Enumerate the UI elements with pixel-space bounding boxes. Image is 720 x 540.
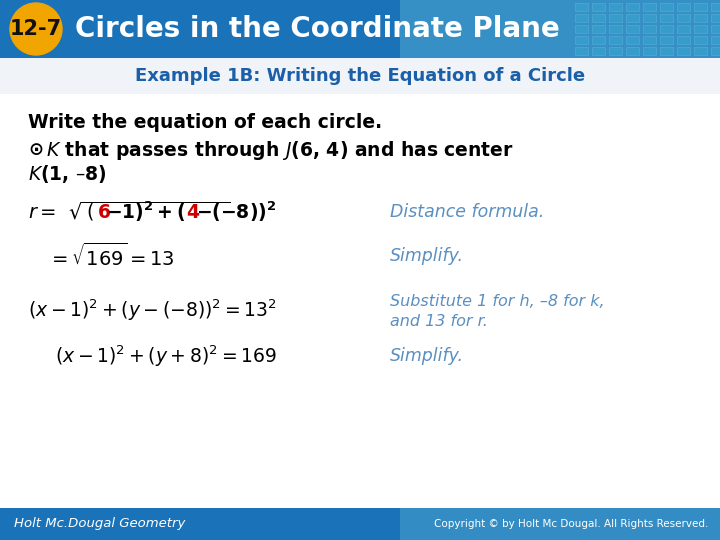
Text: $\mathit{K}$(1, –8): $\mathit{K}$(1, –8): [28, 163, 107, 185]
FancyBboxPatch shape: [643, 25, 656, 33]
Text: $(x - 1)^{2} + (y - (-8))^{2} = 13^{2}$: $(x - 1)^{2} + (y - (-8))^{2} = 13^{2}$: [28, 297, 277, 323]
Circle shape: [10, 3, 62, 55]
FancyBboxPatch shape: [609, 47, 622, 55]
FancyBboxPatch shape: [677, 14, 690, 22]
FancyBboxPatch shape: [660, 14, 673, 22]
FancyBboxPatch shape: [677, 47, 690, 55]
Text: 12-7: 12-7: [10, 19, 62, 39]
FancyBboxPatch shape: [711, 14, 720, 22]
FancyBboxPatch shape: [660, 47, 673, 55]
Text: Substitute 1 for h, –8 for k,: Substitute 1 for h, –8 for k,: [390, 294, 605, 308]
Text: $\sqrt{\ \ \ \ \ \ \ \ \ \ \ \ \ \ \ \ \ \ \ \ \ }$: $\sqrt{\ \ \ \ \ \ \ \ \ \ \ \ \ \ \ \ \…: [68, 201, 231, 223]
Text: $(x - 1)^{2} + (y + 8)^{2} = 169$: $(x - 1)^{2} + (y + 8)^{2} = 169$: [55, 343, 277, 369]
FancyBboxPatch shape: [0, 508, 720, 540]
Text: Circles in the Coordinate Plane: Circles in the Coordinate Plane: [75, 15, 559, 43]
FancyBboxPatch shape: [0, 58, 720, 94]
FancyBboxPatch shape: [643, 36, 656, 44]
FancyBboxPatch shape: [592, 47, 605, 55]
FancyBboxPatch shape: [711, 3, 720, 11]
FancyBboxPatch shape: [592, 25, 605, 33]
Text: $r =$: $r =$: [28, 202, 56, 221]
FancyBboxPatch shape: [643, 14, 656, 22]
FancyBboxPatch shape: [677, 3, 690, 11]
FancyBboxPatch shape: [711, 36, 720, 44]
FancyBboxPatch shape: [609, 25, 622, 33]
FancyBboxPatch shape: [626, 25, 639, 33]
FancyBboxPatch shape: [575, 3, 588, 11]
FancyBboxPatch shape: [694, 14, 707, 22]
FancyBboxPatch shape: [711, 47, 720, 55]
FancyBboxPatch shape: [626, 14, 639, 22]
FancyBboxPatch shape: [643, 3, 656, 11]
Text: ⊙: ⊙: [28, 141, 43, 159]
FancyBboxPatch shape: [0, 94, 720, 508]
Text: $= \sqrt{169} = 13$: $= \sqrt{169} = 13$: [48, 242, 175, 269]
FancyBboxPatch shape: [643, 47, 656, 55]
FancyBboxPatch shape: [575, 14, 588, 22]
FancyBboxPatch shape: [575, 47, 588, 55]
FancyBboxPatch shape: [626, 47, 639, 55]
Polygon shape: [400, 508, 720, 540]
Text: $(\ $: $(\ $: [86, 201, 94, 222]
Text: $\mathit{K}$ that passes through $\mathit{J}$(6, 4) and has center: $\mathit{K}$ that passes through $\mathi…: [46, 138, 514, 161]
Text: $\mathbf{-(-8))^{2}}$: $\mathbf{-(-8))^{2}}$: [196, 200, 276, 224]
FancyBboxPatch shape: [694, 36, 707, 44]
FancyBboxPatch shape: [694, 3, 707, 11]
FancyBboxPatch shape: [609, 36, 622, 44]
FancyBboxPatch shape: [660, 25, 673, 33]
FancyBboxPatch shape: [677, 25, 690, 33]
FancyBboxPatch shape: [609, 3, 622, 11]
Polygon shape: [400, 0, 720, 58]
FancyBboxPatch shape: [711, 25, 720, 33]
Text: $\mathbf{4}$: $\mathbf{4}$: [186, 202, 200, 221]
Text: and 13 for r.: and 13 for r.: [390, 314, 488, 329]
Text: Copyright © by Holt Mc Dougal. All Rights Reserved.: Copyright © by Holt Mc Dougal. All Right…: [433, 519, 708, 529]
FancyBboxPatch shape: [660, 3, 673, 11]
Text: $\mathbf{-1)^{2}+(}$: $\mathbf{-1)^{2}+(}$: [106, 200, 185, 224]
FancyBboxPatch shape: [694, 25, 707, 33]
FancyBboxPatch shape: [592, 3, 605, 11]
Text: $\mathbf{6}$: $\mathbf{6}$: [97, 202, 111, 221]
FancyBboxPatch shape: [592, 14, 605, 22]
Text: Holt Mc.Dougal Geometry: Holt Mc.Dougal Geometry: [14, 517, 185, 530]
Text: Simplify.: Simplify.: [390, 247, 464, 265]
FancyBboxPatch shape: [694, 47, 707, 55]
Text: Simplify.: Simplify.: [390, 347, 464, 365]
FancyBboxPatch shape: [575, 25, 588, 33]
Text: Example 1B: Writing the Equation of a Circle: Example 1B: Writing the Equation of a Ci…: [135, 67, 585, 85]
FancyBboxPatch shape: [677, 36, 690, 44]
FancyBboxPatch shape: [609, 14, 622, 22]
FancyBboxPatch shape: [0, 0, 720, 58]
FancyBboxPatch shape: [626, 3, 639, 11]
FancyBboxPatch shape: [575, 36, 588, 44]
Text: Write the equation of each circle.: Write the equation of each circle.: [28, 112, 382, 132]
FancyBboxPatch shape: [592, 36, 605, 44]
FancyBboxPatch shape: [660, 36, 673, 44]
FancyBboxPatch shape: [626, 36, 639, 44]
Text: Distance formula.: Distance formula.: [390, 203, 544, 221]
